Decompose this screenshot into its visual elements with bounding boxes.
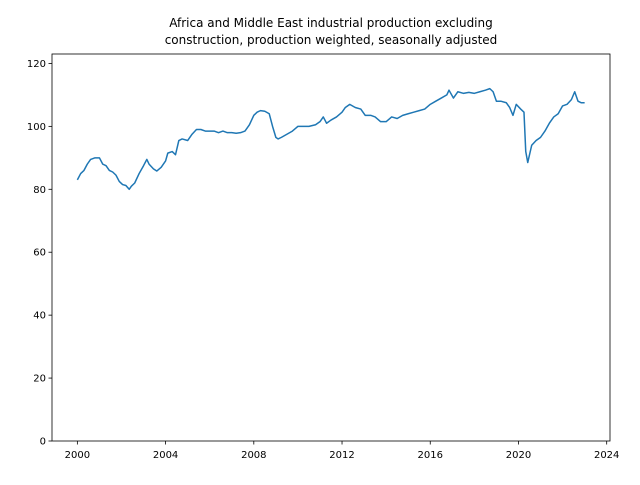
x-tick-label: 2000: [65, 450, 90, 461]
y-tick-label: 40: [33, 311, 46, 322]
chart-title-line-2: construction, production weighted, seaso…: [165, 33, 498, 47]
x-tick-label: 2012: [329, 450, 354, 461]
axis-ticks: 2000 2004 2008 2012 2016 2020 2024 0 20 40 60 80 100…: [27, 59, 620, 461]
x-tick-label: 2004: [153, 450, 178, 461]
x-tick-label: 2024: [594, 450, 619, 461]
y-tick-label: 80: [33, 185, 46, 196]
plot-area-frame: [51, 53, 611, 442]
y-tick-label: 20: [33, 374, 46, 385]
x-tick-label: 2008: [241, 450, 266, 461]
y-tick-label: 60: [33, 248, 46, 259]
x-tick-label: 2016: [418, 450, 443, 461]
series-line-0: [76, 87, 585, 191]
x-tick-label: 2020: [506, 450, 531, 461]
chart-title-line-1: Africa and Middle East industrial produc…: [169, 16, 493, 30]
y-tick-label: 0: [40, 437, 46, 448]
y-tick-label: 120: [27, 59, 46, 70]
y-tick-label: 100: [27, 122, 46, 133]
series-lines: [76, 87, 585, 191]
